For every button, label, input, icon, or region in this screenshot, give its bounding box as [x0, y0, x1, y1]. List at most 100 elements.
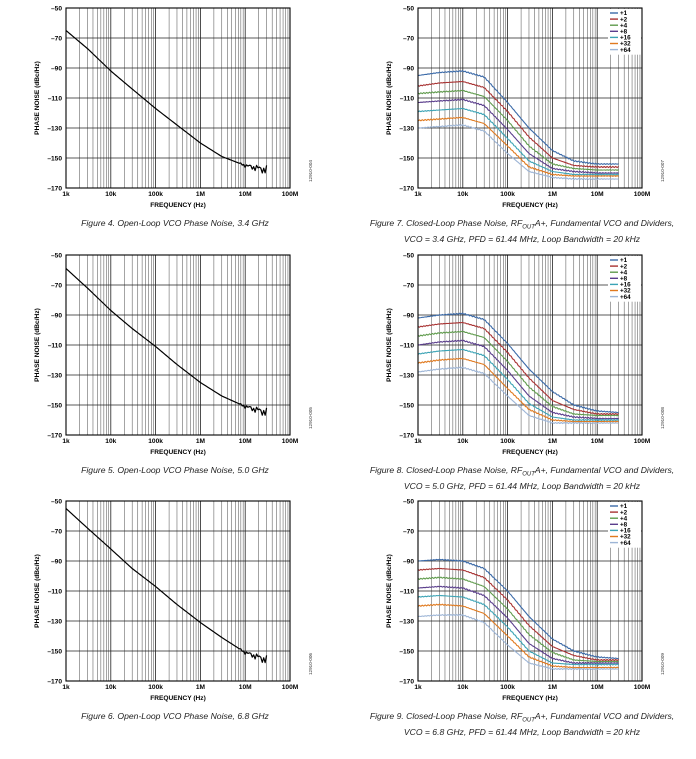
x-tick-label: 100M	[282, 438, 299, 445]
y-tick-label: –130	[399, 618, 414, 625]
figure-caption: Figure 5. Open-Loop VCO Phase Noise, 5.0…	[20, 465, 330, 476]
x-tick-label: 10M	[239, 191, 252, 198]
x-tick-label: 10k	[105, 191, 116, 198]
series-line	[417, 80, 619, 169]
x-tick-label: 10M	[591, 438, 604, 445]
legend-label: +1	[620, 10, 628, 17]
legend-label: +2	[620, 16, 628, 23]
x-tick-label: 10M	[591, 684, 604, 691]
y-axis-title: PHASE NOISE (dBc/Hz)	[386, 554, 393, 628]
y-tick-label: –90	[51, 312, 62, 319]
chart-panel-figure-8: –50 –70 –90 –110 –130 –150 –170 1k 10k 100k 1M 10M 1…	[352, 247, 682, 456]
legend-label: +16	[620, 282, 631, 289]
x-tick-label: 100M	[282, 684, 299, 691]
series-line	[65, 268, 268, 416]
plot-frame	[417, 7, 643, 189]
chart-panel-figure-9: –50 –70 –90 –110 –130 –150 –170 1k 10k 100k 1M 10M 1…	[352, 493, 682, 702]
y-tick-label: –50	[51, 498, 62, 505]
legend-label: +4	[620, 269, 628, 276]
y-tick-label: –130	[399, 372, 414, 379]
x-tick-label: 1M	[196, 438, 206, 445]
y-tick-label: –50	[51, 5, 62, 12]
figure-code: 12910-009	[660, 653, 665, 675]
y-tick-label: –110	[400, 95, 415, 102]
series-line	[417, 576, 619, 663]
series-line	[65, 30, 268, 174]
y-axis-title: PHASE NOISE (dBc/Hz)	[386, 308, 393, 382]
caption-subscript: OUT	[522, 224, 535, 231]
legend-label: +2	[620, 263, 628, 270]
series-line	[417, 613, 619, 671]
x-tick-label: 10k	[457, 191, 468, 198]
y-tick-label: –110	[400, 588, 415, 595]
x-axis-title: FREQUENCY (Hz)	[502, 695, 558, 702]
caption-line: VCO = 6.8 GHz, PFD = 61.44 MHz, Loop Ban…	[403, 726, 641, 737]
y-tick-label: –150	[399, 155, 414, 162]
y-tick-label: –50	[403, 252, 414, 259]
caption-line: Figure 7. Closed-Loop Phase Noise, RF	[369, 218, 523, 228]
y-axis-title: PHASE NOISE (dBc/Hz)	[34, 308, 41, 382]
x-tick-label: 1k	[414, 191, 422, 198]
y-tick-label: –170	[47, 678, 62, 685]
x-tick-label: 1k	[414, 684, 422, 691]
caption-line: Figure 5. Open-Loop VCO Phase Noise, 5.0…	[81, 465, 269, 475]
legend-label: +32	[620, 534, 631, 541]
series-line	[417, 567, 619, 662]
legend: +1+2+4+8+16+32+64	[608, 9, 641, 55]
y-tick-label: –130	[47, 125, 62, 132]
caption-line: A+, Fundamental VCO and Dividers,	[534, 465, 675, 475]
y-tick-label: –110	[48, 342, 63, 349]
plot-frame	[417, 254, 643, 436]
x-tick-label: 1M	[196, 684, 206, 691]
plot-frame	[65, 500, 291, 682]
series-line	[417, 603, 619, 669]
x-tick-label: 10k	[457, 438, 468, 445]
y-tick-label: –50	[51, 252, 62, 259]
y-tick-label: –90	[51, 558, 62, 565]
figure-code: 12910-007	[660, 160, 665, 182]
x-tick-label: 10k	[105, 438, 116, 445]
y-tick-label: –70	[51, 282, 62, 289]
y-tick-label: –130	[47, 372, 62, 379]
y-tick-label: –70	[403, 282, 414, 289]
y-tick-label: –90	[403, 312, 414, 319]
figure-caption: Figure 7. Closed-Loop Phase Noise, RFOUT…	[352, 218, 692, 245]
y-tick-label: –130	[47, 618, 62, 625]
series-line	[417, 330, 619, 417]
x-tick-label: 10M	[239, 438, 252, 445]
series-line	[65, 508, 268, 664]
x-axis-title: FREQUENCY (Hz)	[502, 202, 558, 209]
y-tick-label: –170	[399, 432, 414, 439]
y-tick-label: –170	[399, 678, 414, 685]
x-tick-label: 10M	[239, 684, 252, 691]
legend-label: +4	[620, 22, 628, 29]
figure-caption: Figure 8. Closed-Loop Phase Noise, RFOUT…	[352, 465, 692, 492]
series-line	[417, 321, 619, 416]
series-line	[417, 357, 619, 423]
y-tick-label: –50	[403, 498, 414, 505]
series-line	[417, 69, 619, 165]
legend: +1+2+4+8+16+32+64	[608, 502, 641, 548]
y-axis-title: PHASE NOISE (dBc/Hz)	[386, 61, 393, 135]
x-tick-label: 10M	[591, 191, 604, 198]
x-tick-label: 1M	[548, 191, 558, 198]
y-tick-label: –150	[47, 648, 62, 655]
series-line	[417, 585, 619, 665]
y-tick-label: –70	[403, 528, 414, 535]
x-tick-label: 100k	[500, 684, 515, 691]
x-tick-label: 100k	[500, 438, 515, 445]
x-tick-label: 1k	[414, 438, 422, 445]
chart-panel-figure-4: –50 –70 –90 –110 –130 –150 –170 1k 10k 100k 1M 10M 1…	[0, 0, 330, 209]
figure-code: 12910-004	[308, 160, 313, 182]
chart-panel-figure-7: –50 –70 –90 –110 –130 –150 –170 1k 10k 100k 1M 10M 1…	[352, 0, 682, 209]
figure-code: 12910-006	[308, 653, 313, 675]
x-tick-label: 10k	[457, 684, 468, 691]
series-line	[417, 89, 619, 171]
y-tick-label: –110	[48, 95, 63, 102]
y-tick-label: –90	[403, 558, 414, 565]
x-axis-title: FREQUENCY (Hz)	[502, 449, 558, 456]
x-tick-label: 1M	[196, 191, 206, 198]
y-tick-label: –150	[399, 402, 414, 409]
